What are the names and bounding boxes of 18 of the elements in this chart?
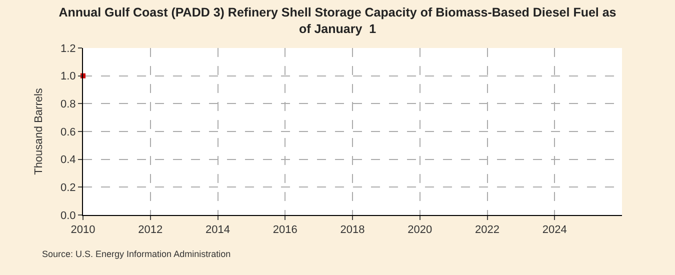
- source-note: Source: U.S. Energy Information Administration: [42, 249, 231, 259]
- y-tick-label: 1.0: [60, 70, 76, 83]
- y-tick-label: 0.8: [60, 98, 76, 111]
- x-tick-label: 2016: [272, 224, 298, 236]
- x-tick-label: 2022: [475, 224, 500, 236]
- y-axis-title: Thousand Barrels: [33, 88, 46, 175]
- y-tick-label: 0.6: [60, 126, 76, 138]
- x-tick-label: 2014: [206, 224, 230, 236]
- x-tick-label: 2024: [542, 224, 567, 236]
- y-tick-label: 0.2: [60, 182, 76, 194]
- y-tick-label: 1.2: [60, 42, 76, 55]
- x-tick-label: 2018: [340, 224, 365, 236]
- x-tick-label: 2020: [408, 224, 432, 236]
- y-tick-label: 0.0: [60, 210, 76, 222]
- chart-title: Annual Gulf Coast (PADD 3) Refinery Shell Storage Capacity of Biomass-Based Diesel Fuel as of January 1: [58, 6, 616, 36]
- x-tick-label: 2010: [70, 224, 96, 236]
- x-tick-label: 2012: [138, 224, 163, 236]
- y-tick-label: 0.4: [60, 154, 76, 166]
